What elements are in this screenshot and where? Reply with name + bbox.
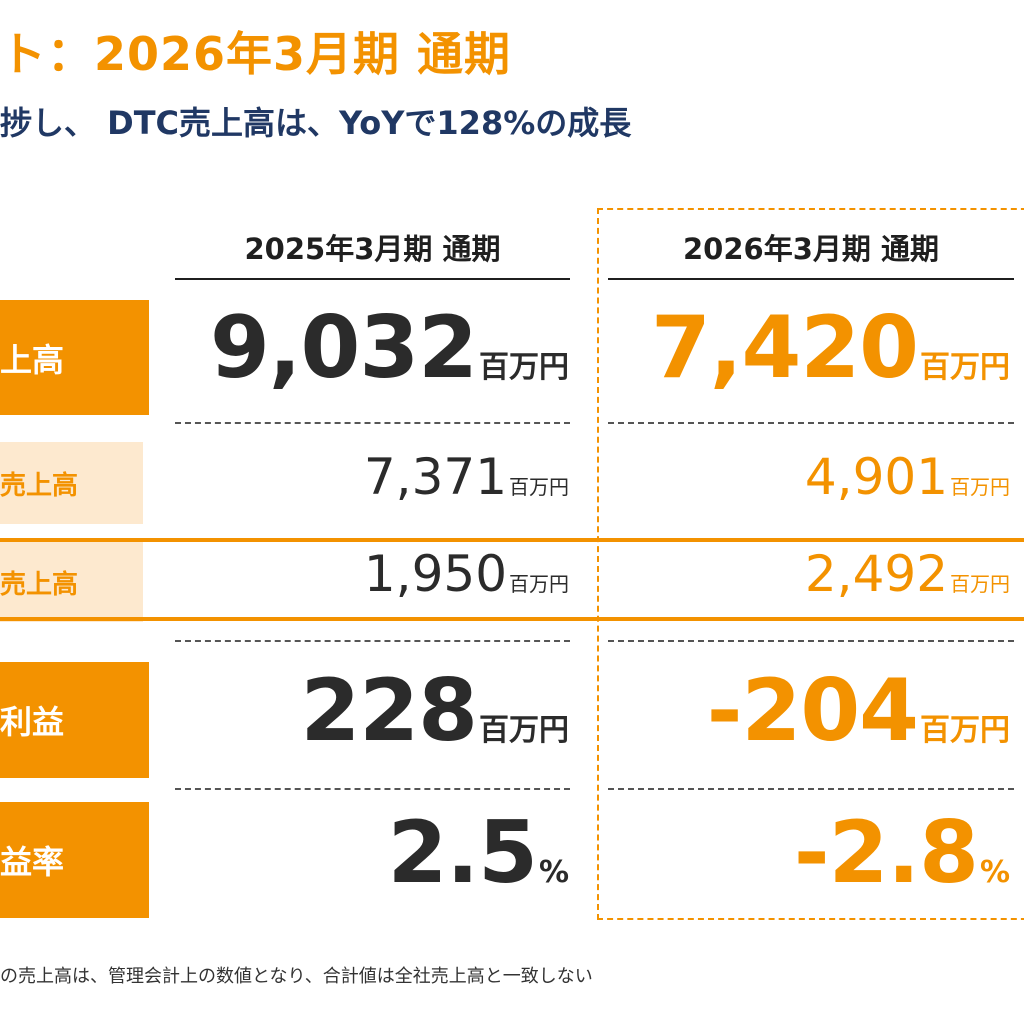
- value-unit: 百万円: [950, 475, 1010, 499]
- value-number: 1,950: [363, 545, 507, 603]
- dtc-row-top-line: [0, 538, 1024, 542]
- value-dtc-curr: 2,492 百万円: [805, 549, 1010, 599]
- row-separator: [175, 788, 570, 790]
- current-period-highlight-box: [597, 208, 1024, 920]
- row-separator: [608, 640, 1014, 642]
- value-wholesale-curr: 4,901 百万円: [805, 452, 1010, 502]
- value-number: -204: [706, 661, 919, 761]
- value-unit: 百万円: [479, 713, 569, 748]
- value-margin-curr: -2.8%: [794, 810, 1010, 896]
- footnote: の売上高は、管理会計上の数値となり、合計値は全社売上高と一致しない: [0, 966, 593, 987]
- column-header-underline-curr: [608, 278, 1014, 280]
- value-dtc-prev: 1,950 百万円: [364, 549, 569, 599]
- row-label-sales: 上高: [0, 300, 149, 415]
- value-unit: 百万円: [920, 350, 1010, 385]
- value-profit-curr: -204 百万円: [707, 668, 1010, 754]
- value-unit: 百万円: [920, 713, 1010, 748]
- row-label-margin: 益率: [0, 802, 149, 918]
- row-label-text: 売上高: [0, 470, 79, 501]
- value-number: 7,371: [363, 448, 507, 506]
- row-label-text: 上高: [0, 340, 65, 379]
- column-header-curr: 2026年3月期 通期: [683, 232, 939, 266]
- value-number: 228: [300, 661, 478, 761]
- value-number: -2.8: [793, 803, 979, 903]
- value-number: 4,901: [804, 448, 948, 506]
- value-number: 9,032: [209, 298, 478, 398]
- value-number: 2.5: [387, 803, 538, 903]
- value-number: 2,492: [804, 545, 948, 603]
- value-number: 7,420: [650, 298, 919, 398]
- row-label-dtc-sales: 売上高: [0, 542, 143, 622]
- dtc-row-bottom-line: [0, 617, 1024, 621]
- row-label-profit: 利益: [0, 662, 149, 778]
- row-label-text: 利益: [0, 703, 65, 741]
- row-label-wholesale-sales: 売上高: [0, 442, 143, 524]
- row-label-text: 益率: [0, 843, 65, 881]
- column-header-prev: 2025年3月期 通期: [244, 232, 501, 266]
- column-header-underline-prev: [175, 278, 570, 280]
- row-separator: [608, 788, 1014, 790]
- row-separator: [175, 640, 570, 642]
- page-subtitle: 捗し、 DTC売上高は、YoYで128%の成長: [0, 104, 632, 142]
- value-profit-prev: 228 百万円: [300, 668, 569, 754]
- row-separator: [608, 422, 1014, 424]
- value-unit: %: [538, 855, 569, 890]
- value-unit: 百万円: [479, 350, 569, 385]
- value-sales-prev: 9,032 百万円: [210, 305, 569, 391]
- value-unit: 百万円: [509, 572, 569, 596]
- row-separator: [175, 422, 570, 424]
- value-unit: 百万円: [509, 475, 569, 499]
- row-label-text: 売上高: [0, 569, 79, 600]
- page-title: ト：2026年3月期 通期: [0, 27, 512, 81]
- value-unit: 百万円: [950, 572, 1010, 596]
- value-margin-prev: 2.5%: [388, 810, 569, 896]
- value-wholesale-prev: 7,371 百万円: [364, 452, 569, 502]
- value-unit: %: [979, 855, 1010, 890]
- value-sales-curr: 7,420 百万円: [651, 305, 1010, 391]
